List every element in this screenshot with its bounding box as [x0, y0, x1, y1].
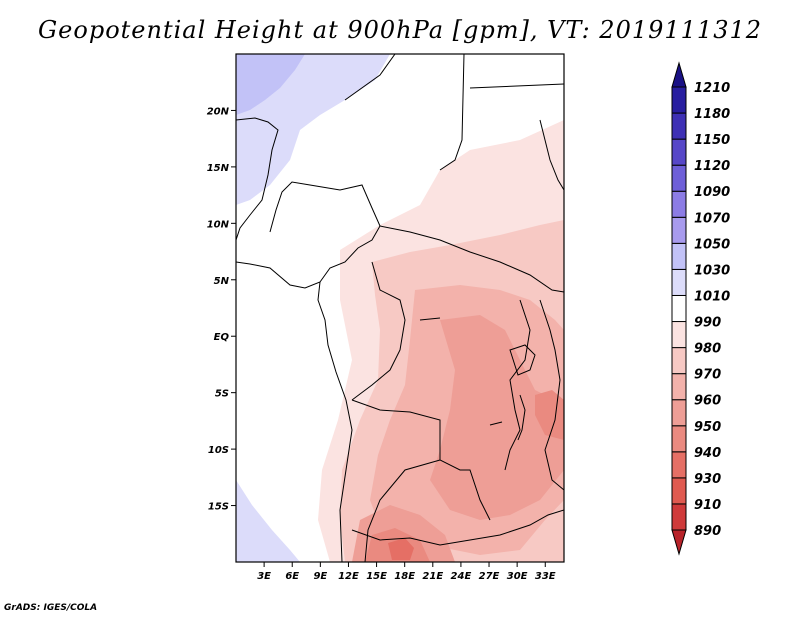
colorbar-label: 1070: [694, 211, 730, 226]
lon-tick-label: 27E: [479, 571, 500, 582]
fill-930: [388, 538, 414, 560]
colorbar-label: 950: [694, 420, 721, 435]
lat-tick-label: 5S: [215, 389, 229, 400]
lon-tick-label: 6E: [285, 571, 299, 582]
colorbar-swatch: [671, 425, 687, 453]
colorbar-label: 1180: [694, 107, 730, 122]
colorbar-label: 890: [694, 524, 721, 539]
colorbar-swatch: [671, 112, 687, 140]
colorbar-max-arrow: [671, 61, 687, 88]
lon-tick-label: 15E: [366, 571, 387, 582]
colorbar-swatch: [671, 321, 687, 349]
lon-tick-label: 18E: [394, 571, 415, 582]
latitude-axis: 20N 15N 10N 5N EQ 5S 10S 15S: [207, 106, 236, 513]
fill-1010-sw: [236, 480, 300, 562]
lon-tick-label: 12E: [338, 571, 359, 582]
colorbar: 890 910 930 940 950 960 970 980 990 1010 1030 1050 1…: [671, 61, 730, 556]
colorbar-swatch: [671, 216, 687, 244]
colorbar-label: 940: [694, 446, 721, 461]
colorbar-swatch: [671, 164, 687, 192]
lon-tick-label: 30E: [507, 571, 528, 582]
colorbar-swatch: [671, 399, 687, 427]
colorbar-swatch: [671, 190, 687, 218]
colorbar-label: 1090: [694, 185, 730, 200]
lon-tick-label: 3E: [257, 571, 271, 582]
lat-tick-label: 20N: [207, 106, 230, 117]
map-frame: [235, 53, 565, 563]
coastlines-borders: [236, 54, 564, 562]
colorbar-label: 990: [694, 316, 721, 331]
geopotential-fill: [236, 54, 564, 562]
colorbar-label: 1210: [694, 81, 730, 96]
colorbar-swatch: [671, 373, 687, 401]
lat-tick-label: 10S: [208, 445, 229, 456]
colorbar-min-arrow: [671, 529, 687, 556]
colorbar-swatch: [671, 477, 687, 505]
lat-tick-label: EQ: [214, 332, 230, 343]
colorbar-label: 970: [694, 368, 721, 383]
lon-tick-label: 24E: [451, 571, 472, 582]
lon-tick-label: 33E: [535, 571, 556, 582]
fill-1030: [236, 54, 305, 115]
colorbar-swatch: [671, 86, 687, 114]
colorbar-label: 930: [694, 472, 721, 487]
lon-tick-label: 21E: [422, 571, 443, 582]
lat-tick-label: 10N: [207, 219, 230, 230]
colorbar-swatch: [671, 451, 687, 479]
map-title: Geopotential Height at 900hPa [gpm], VT:…: [38, 16, 762, 44]
colorbar-swatch: [671, 503, 687, 531]
grads-credit: GrADS: IGES/COLA: [4, 603, 98, 613]
colorbar-label: 910: [694, 498, 721, 513]
lat-tick-label: 5N: [214, 276, 230, 287]
colorbar-swatch: [671, 138, 687, 166]
colorbar-label: 1050: [694, 237, 730, 252]
colorbar-label: 1010: [694, 289, 730, 304]
colorbar-swatch: [671, 268, 687, 296]
fill-950: [430, 315, 564, 520]
colorbar-label: 980: [694, 342, 721, 357]
colorbar-label: 1150: [694, 133, 730, 148]
colorbar-label: 960: [694, 394, 721, 409]
colorbar-label: 1030: [694, 263, 730, 278]
colorbar-swatch: [671, 347, 687, 375]
colorbar-label: 1120: [694, 159, 730, 174]
colorbar-swatch: [671, 242, 687, 270]
longitude-axis: 3E 6E 9E 12E 15E 18E 21E 24E 27E 30E 33E: [257, 562, 556, 582]
lon-tick-label: 9E: [313, 571, 327, 582]
lat-tick-label: 15N: [207, 163, 230, 174]
lat-tick-label: 15S: [208, 502, 229, 513]
colorbar-swatch: [671, 294, 687, 323]
